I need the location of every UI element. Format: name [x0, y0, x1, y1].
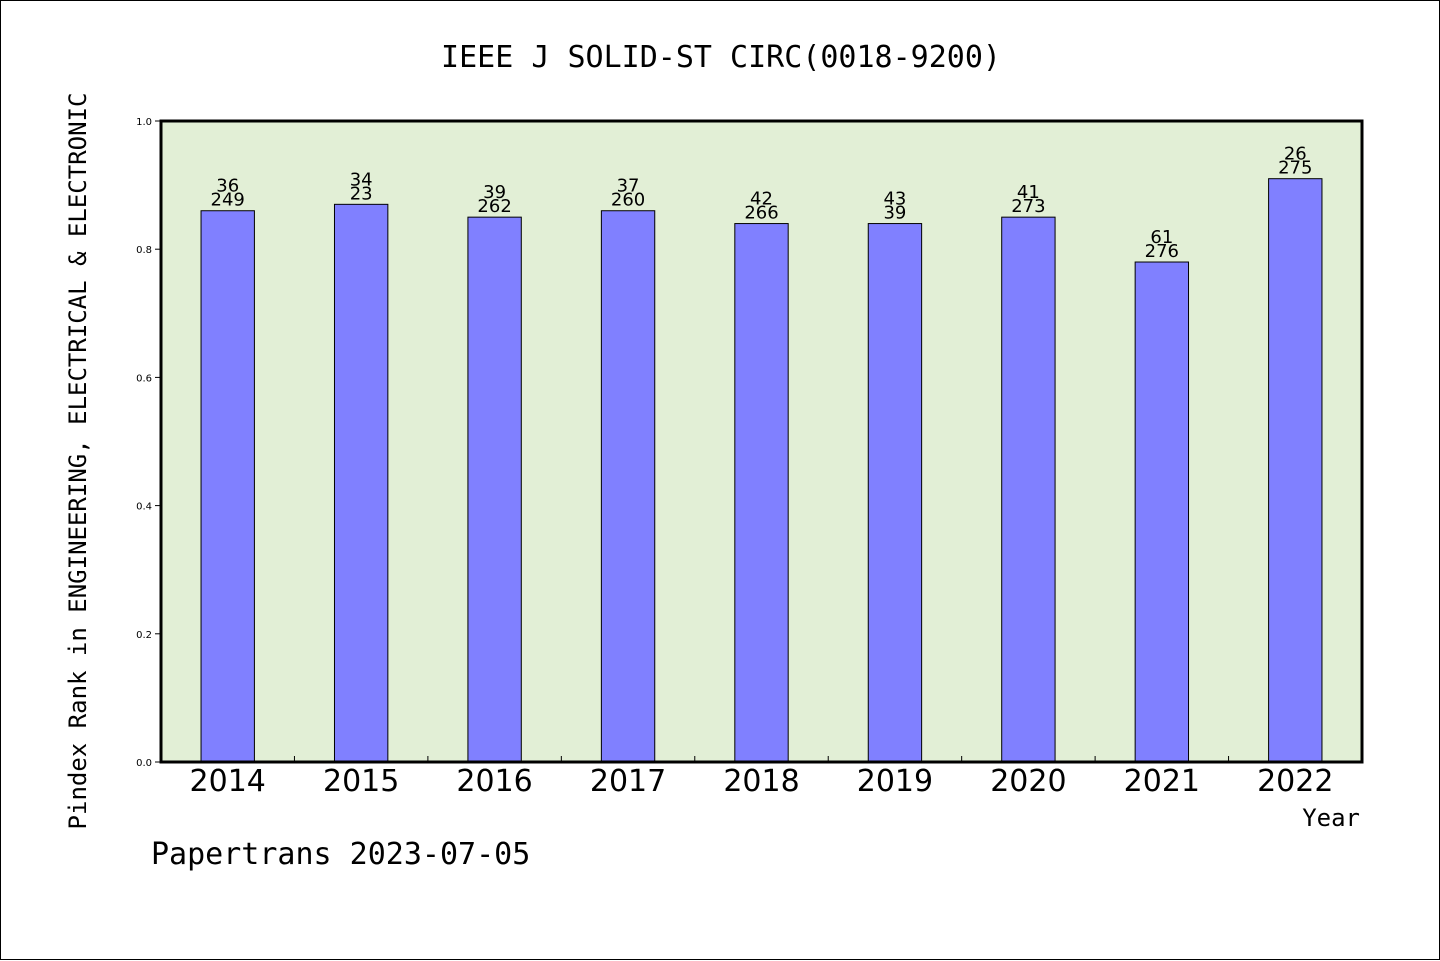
x-axis-label: Year [1302, 804, 1360, 832]
x-tick-label: 2021 [1124, 764, 1200, 799]
y-axis-label: Pindex Rank in ENGINEERING, ELECTRICAL &… [64, 93, 92, 830]
bar-2022 [1268, 178, 1323, 763]
bar-rank-label: 39 [483, 182, 506, 203]
bar-total-label: 266 [744, 203, 778, 224]
y-axis: 0.0 0.2 0.4 0.6 0.8 1.0 [136, 117, 161, 769]
bar-rank-label: 41 [1017, 182, 1040, 203]
y-tick-label: 1.0 [136, 117, 152, 128]
bar-total-label: 260 [611, 190, 645, 211]
bar-series [200, 178, 1323, 763]
y-tick-label: 0.4 [136, 502, 152, 513]
y-tick-label: 0.6 [136, 373, 152, 384]
bar-2016 [467, 216, 522, 763]
x-tick-label: 2019 [857, 764, 933, 799]
bar-2020 [1001, 216, 1056, 763]
x-tick-label: 2017 [590, 764, 666, 799]
y-tick-label: 0.2 [136, 630, 152, 641]
bar-total-label: 275 [1278, 158, 1312, 179]
plot-border [159, 119, 1364, 764]
bar-2021 [1134, 261, 1190, 763]
footer-text: Papertrans 2023-07-05 [151, 837, 530, 872]
bar-2015 [333, 203, 389, 763]
bar-rank-label: 43 [883, 189, 906, 210]
bar-total-label: 39 [883, 203, 906, 224]
bar-2018 [734, 223, 789, 763]
x-tick-label: 2014 [190, 764, 266, 799]
bar-rank-label: 42 [750, 189, 773, 210]
bar-total-label: 262 [477, 196, 511, 217]
x-tick-label: 2018 [723, 764, 799, 799]
y-tick-label: 0.0 [136, 758, 152, 769]
bar-total-label: 249 [211, 190, 245, 211]
x-axis: 2014 2015 2016 2017 2018 2019 2020 2021 2022 [190, 756, 1333, 799]
x-tick-label: 2022 [1257, 764, 1333, 799]
bar-2014 [200, 210, 255, 763]
bar-rank-label: 34 [350, 169, 373, 190]
bar-total-label: 273 [1011, 196, 1045, 217]
chart-title: IEEE J SOLID-ST CIRC(0018-9200) [441, 40, 1001, 75]
x-tick-label: 2020 [990, 764, 1066, 799]
bar-rank-label: 36 [216, 176, 239, 197]
x-tick-label: 2016 [456, 764, 532, 799]
y-tick-label: 0.8 [136, 245, 152, 256]
x-tick-label: 2015 [323, 764, 399, 799]
bar-2019 [867, 223, 923, 763]
bar-2017 [600, 210, 656, 763]
bar-rank-label: 61 [1150, 227, 1173, 248]
bar-rank-label: 37 [617, 176, 640, 197]
bar-rank-label: 26 [1284, 144, 1307, 165]
bar-total-label: 23 [350, 183, 373, 204]
bar-total-label: 276 [1145, 241, 1179, 262]
